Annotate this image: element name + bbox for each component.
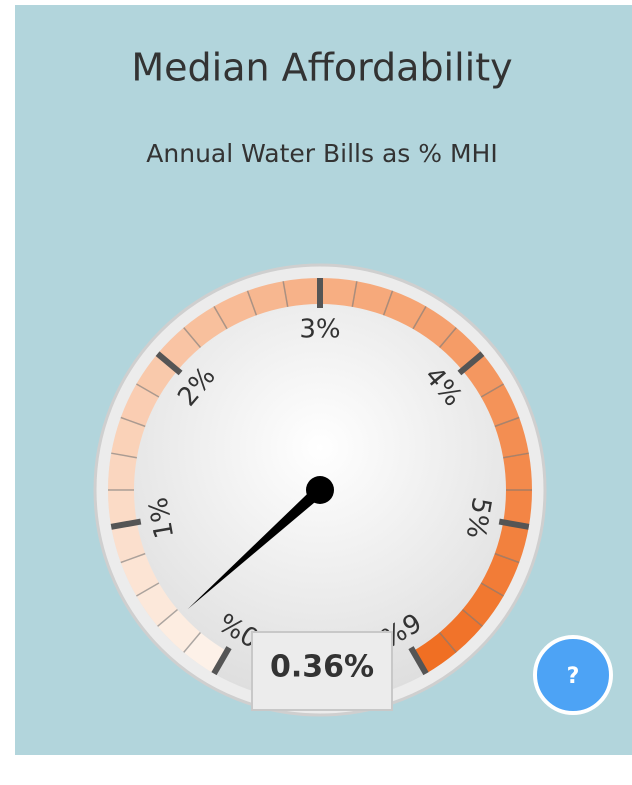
minor-tick — [382, 290, 394, 316]
help-circle[interactable] — [533, 635, 613, 715]
minor-tick — [157, 608, 178, 627]
gauge-band — [462, 583, 504, 627]
minor-tick — [462, 608, 483, 627]
help-label[interactable]: ? — [567, 664, 580, 689]
needle — [187, 485, 325, 610]
tick-label: 5% — [460, 495, 497, 541]
chart-subtitle: Annual Water Bills as % MHI — [146, 139, 497, 168]
gauge-band — [157, 609, 201, 653]
major-tick — [155, 351, 183, 376]
gauge-band — [247, 281, 288, 316]
minor-tick — [494, 416, 520, 428]
gauge-band — [283, 278, 320, 307]
gauge-band — [503, 490, 532, 527]
needle-hub — [306, 476, 334, 504]
minor-tick — [120, 416, 146, 428]
gauge-band — [383, 290, 426, 329]
minor-tick — [494, 552, 520, 564]
major-tick — [498, 518, 530, 530]
gauge-band — [494, 417, 529, 458]
minor-tick — [246, 290, 258, 316]
gauge-band — [120, 384, 159, 427]
minor-tick — [136, 383, 160, 398]
gauge-band — [111, 522, 146, 563]
gauge-band — [183, 632, 227, 674]
major-tick — [211, 646, 232, 676]
major-tick — [408, 646, 429, 676]
minor-tick — [438, 632, 457, 653]
gauge-band — [413, 632, 457, 674]
minor-tick — [412, 306, 427, 330]
minor-tick — [480, 383, 504, 398]
gauge-band — [494, 522, 529, 563]
gauge-band — [183, 306, 227, 348]
minor-tick — [438, 327, 457, 348]
gauge-band — [320, 278, 357, 307]
minor-tick — [282, 281, 289, 307]
minor-tick — [136, 582, 160, 597]
minor-tick — [351, 281, 358, 307]
tick-label: 3% — [299, 315, 340, 345]
tick-label: 1% — [144, 495, 181, 541]
gauge-band — [214, 290, 257, 329]
gauge-band — [136, 583, 178, 627]
major-tick — [457, 351, 485, 376]
help-button[interactable]: ? — [533, 635, 613, 715]
gauge-band — [481, 553, 520, 596]
minor-tick — [111, 452, 137, 459]
minor-tick — [183, 327, 202, 348]
gauge-band — [111, 417, 146, 458]
gauge-band — [120, 553, 159, 596]
major-tick — [110, 518, 142, 530]
gauge-band — [413, 306, 457, 348]
chart-title: Median Affordability — [131, 46, 512, 90]
minor-tick — [183, 632, 202, 653]
minor-tick — [503, 452, 529, 459]
gauge-band — [439, 609, 483, 653]
minor-tick — [120, 552, 146, 564]
gauge-band — [108, 490, 137, 527]
gauge-band — [503, 453, 532, 490]
minor-tick — [213, 306, 228, 330]
minor-tick — [480, 582, 504, 597]
value-label: 0.36% — [270, 650, 374, 685]
gauge-band — [481, 384, 520, 427]
value-box — [251, 631, 393, 711]
gauge-band — [108, 453, 137, 490]
gauge-band — [352, 281, 393, 316]
